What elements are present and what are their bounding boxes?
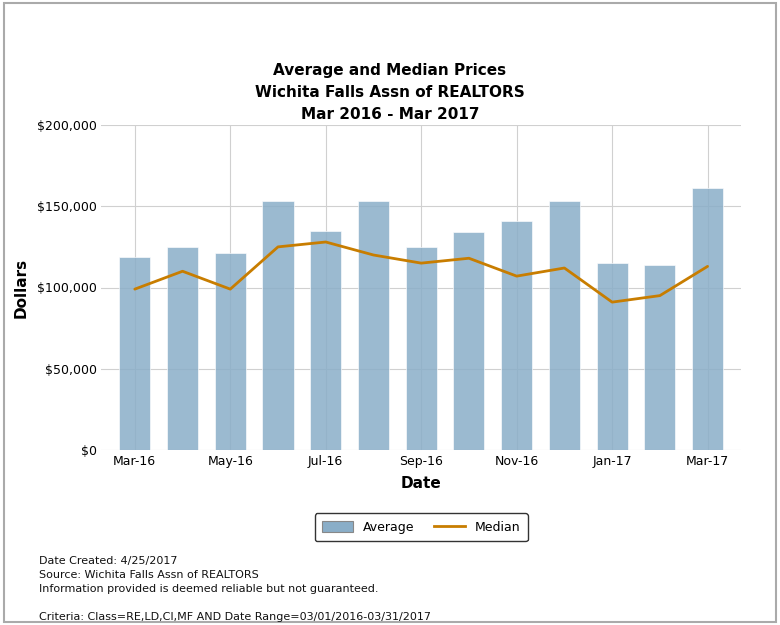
Bar — [263, 201, 293, 450]
Legend: Average, Median: Average, Median — [314, 513, 528, 541]
Bar — [549, 201, 580, 450]
Bar — [453, 232, 484, 450]
X-axis label: Date: Date — [401, 476, 441, 491]
Bar — [692, 188, 723, 450]
Bar — [358, 201, 389, 450]
Bar — [119, 257, 151, 450]
Bar — [215, 253, 246, 450]
Text: Date Created: 4/25/2017
Source: Wichita Falls Assn of REALTORS
Information provi: Date Created: 4/25/2017 Source: Wichita … — [39, 556, 431, 622]
Bar — [310, 231, 342, 450]
Y-axis label: Dollars: Dollars — [13, 258, 28, 318]
Bar — [167, 247, 198, 450]
Bar — [644, 265, 675, 450]
Bar — [406, 247, 437, 450]
Text: Average and Median Prices
Wichita Falls Assn of REALTORS
Mar 2016 - Mar 2017: Average and Median Prices Wichita Falls … — [255, 62, 525, 122]
Bar — [502, 221, 532, 450]
Bar — [597, 263, 628, 450]
